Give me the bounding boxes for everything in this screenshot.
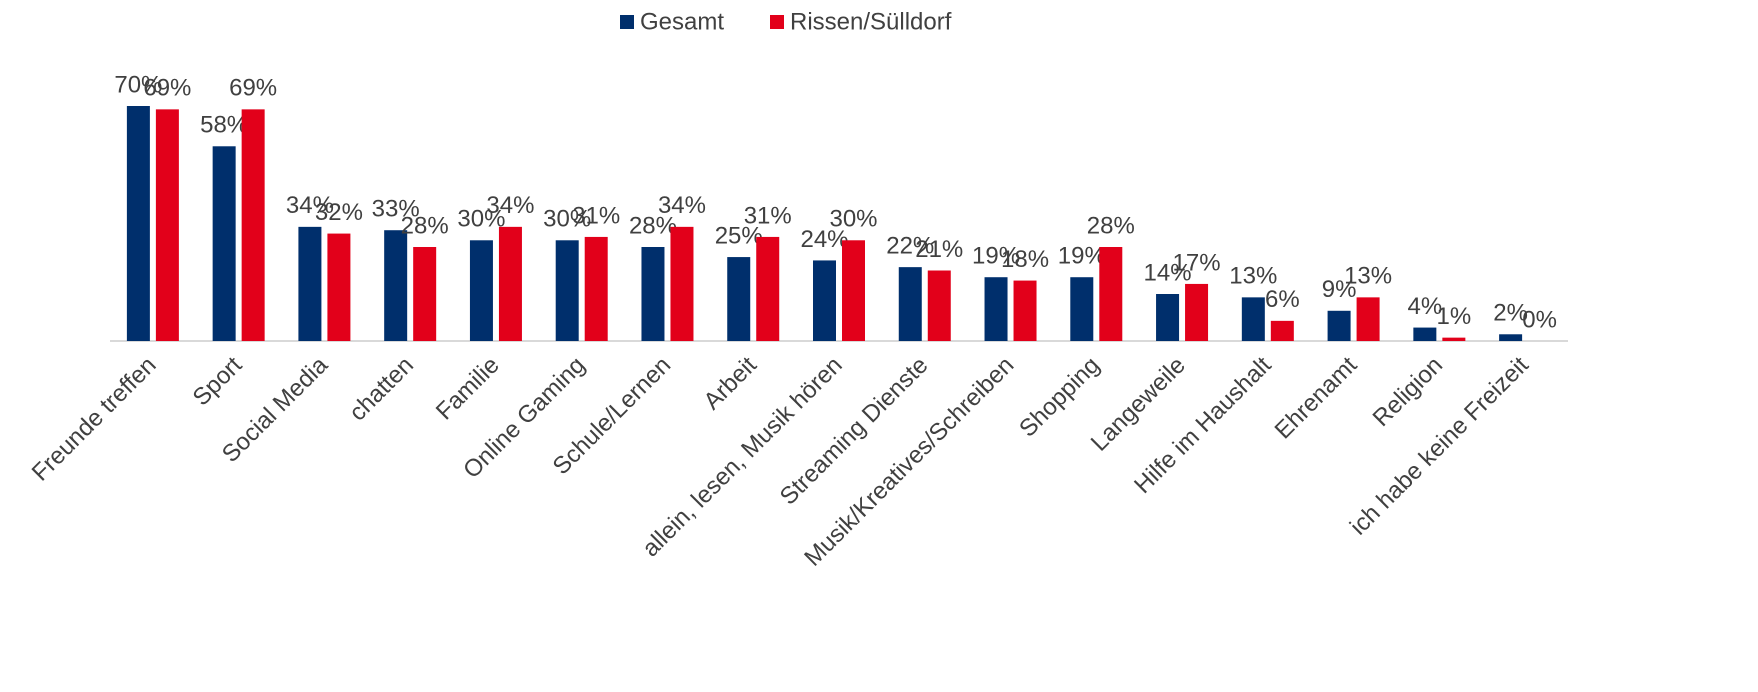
- value-label: 19%: [972, 243, 1020, 270]
- x-tick-label: Streaming Dienste: [775, 352, 934, 511]
- value-label: 9%: [1322, 276, 1357, 303]
- value-label: 0%: [1522, 306, 1557, 333]
- value-label: 34%: [286, 192, 334, 219]
- bar: [927, 270, 951, 341]
- value-label: 31%: [744, 202, 792, 229]
- bar: [555, 240, 579, 341]
- value-label: 4%: [1408, 293, 1443, 320]
- value-label: 24%: [800, 226, 848, 253]
- bar: [727, 257, 751, 341]
- bar: [1241, 297, 1265, 341]
- value-label: 34%: [486, 192, 534, 219]
- x-tick-label: Familie: [431, 352, 505, 426]
- bar: [813, 260, 836, 341]
- value-label: 18%: [1001, 246, 1049, 273]
- bar: [498, 226, 522, 341]
- value-label: 28%: [1087, 212, 1135, 239]
- bar: [898, 267, 922, 341]
- value-label: 13%: [1344, 263, 1392, 290]
- value-label: 14%: [1144, 259, 1192, 286]
- value-label: 28%: [629, 212, 677, 239]
- bar: [469, 240, 493, 341]
- bar: [842, 240, 865, 341]
- legend-label: Rissen/Sülldorf: [790, 8, 952, 35]
- value-label: 13%: [1229, 263, 1277, 290]
- bar: [241, 109, 265, 341]
- x-tick-label: Ehrenamt: [1270, 351, 1363, 444]
- value-label: 6%: [1265, 286, 1300, 313]
- value-label: 32%: [315, 199, 363, 226]
- bar: [1070, 277, 1094, 341]
- bar: [212, 146, 236, 341]
- bar: [298, 226, 322, 341]
- bar: [384, 230, 408, 341]
- value-label: 34%: [658, 192, 706, 219]
- value-label: 31%: [572, 202, 620, 229]
- bar: [1270, 320, 1294, 341]
- x-tick-label: ich habe keine Freizeit: [1345, 351, 1534, 540]
- value-label: 21%: [915, 236, 963, 263]
- value-label: 25%: [715, 222, 763, 249]
- x-tick-label: Sport: [188, 351, 248, 411]
- bar: [413, 247, 437, 341]
- value-label: 22%: [886, 232, 934, 259]
- value-label: 33%: [372, 196, 420, 223]
- bar: [1156, 294, 1180, 341]
- value-label: 1%: [1437, 303, 1472, 330]
- value-label: 17%: [1173, 249, 1221, 276]
- bar: [641, 247, 665, 341]
- legend-label: Gesamt: [640, 8, 724, 35]
- bar: [1185, 283, 1209, 341]
- value-label: 69%: [143, 75, 191, 102]
- value-label: 2%: [1493, 300, 1528, 327]
- value-label: 69%: [229, 75, 277, 102]
- bar: [984, 277, 1008, 341]
- bar: [1413, 327, 1437, 341]
- bar: [1327, 310, 1351, 341]
- x-tick-label: Religion: [1368, 352, 1448, 432]
- x-tick-label: Shopping: [1014, 352, 1105, 443]
- x-tick-label: Arbeit: [699, 351, 763, 415]
- x-tick-label: chatten: [344, 352, 419, 427]
- bar: [1499, 334, 1523, 341]
- value-label: 28%: [401, 212, 449, 239]
- bar: [126, 106, 150, 341]
- bar: [327, 233, 351, 341]
- value-label: 19%: [1058, 243, 1106, 270]
- legend-swatch: [620, 15, 634, 29]
- legend-swatch: [770, 15, 784, 29]
- value-label: 30%: [457, 206, 505, 233]
- bar: [756, 236, 780, 341]
- bar: [1356, 297, 1380, 341]
- bar: [1013, 280, 1037, 341]
- x-tick-label: Freunde treffen: [27, 352, 162, 487]
- value-label: 30%: [543, 206, 591, 233]
- value-label: 70%: [114, 71, 162, 98]
- bar: [670, 226, 694, 341]
- bar: [1099, 247, 1123, 341]
- bar: [1442, 337, 1466, 341]
- bar: [155, 109, 179, 341]
- value-label: 30%: [829, 206, 877, 233]
- bar: [584, 236, 608, 341]
- value-label: 58%: [200, 112, 248, 139]
